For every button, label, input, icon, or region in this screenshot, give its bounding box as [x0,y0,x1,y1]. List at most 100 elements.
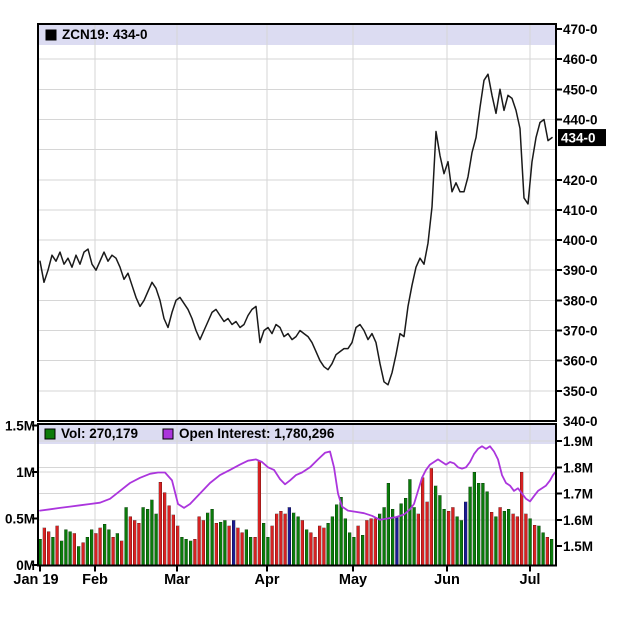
volume-bar [528,518,532,566]
last-price-tag-label: 434-0 [561,131,596,146]
volume-bar [214,522,219,566]
volume-bar [257,460,262,566]
volume-bar [141,507,145,566]
volume-bar [132,520,137,566]
volume-bar [64,529,68,566]
price-axis-label: 400-0 [563,233,598,248]
volume-bar [175,525,180,566]
volume-bar [287,507,292,566]
volume-bar [532,524,537,566]
volume-bar [240,532,244,566]
open-interest-legend-swatch [162,428,174,440]
volume-bar [360,534,365,566]
volume-bar [197,516,201,566]
price-axis-label: 360-0 [563,354,598,369]
volume-bar [373,518,378,566]
volume-bar [399,503,403,566]
volume-bar [111,536,115,566]
volume-bar [317,525,322,566]
volume-bar [145,508,150,566]
oi-axis-label: 1.6M [563,513,593,528]
volume-bar [494,516,498,566]
symbol-legend-label: ZCN19: 434-0 [62,27,148,42]
volume-bar [76,546,81,566]
volume-bar [489,511,494,566]
volume-bar [236,527,240,566]
x-axis-month-label: Mar [164,572,190,588]
volume-bar [416,513,421,566]
volume-bar [506,508,511,566]
x-axis-month-label: Jun [434,572,460,588]
volume-bar [429,468,434,566]
oi-axis-label: 1.7M [563,487,593,502]
volume-bar [55,525,59,566]
volume-bar [137,522,141,566]
open-interest-legend-label: Open Interest: 1,780,296 [179,426,335,441]
volume-bar [261,522,266,566]
volume-panel-border [37,423,557,567]
volume-bar [124,507,128,566]
price-axis-label: 410-0 [563,203,598,218]
oi-axis-label: 1.9M [563,434,593,449]
volume-bar [266,536,270,566]
x-axis-month-label: May [339,572,367,588]
volume-bar [511,513,515,566]
volume-bar [442,508,446,566]
volume-bar [158,481,163,566]
volume-bar [270,525,274,566]
volume-bar [377,513,382,566]
x-axis-month-label: Apr [255,572,280,588]
volume-bar [438,495,442,566]
volume-bar [154,513,158,566]
price-axis-label: 350-0 [563,384,598,399]
volume-bar [59,540,64,566]
volume-bar [102,523,107,566]
volume-bar [395,516,399,566]
volume-bar [223,520,227,566]
volume-bar [89,529,94,566]
price-axis-label: 470-0 [563,22,598,37]
volume-bar [188,540,193,566]
volume-bar [115,533,120,566]
volume-bar [85,536,90,566]
x-axis-month-label: Jul [520,572,541,588]
volume-bar [68,531,72,566]
volume-bar [326,522,330,566]
volume-bar [128,516,133,566]
volume-bar [425,501,429,566]
volume-bar [296,516,300,566]
volume-bar [476,482,481,566]
volume-bar [94,533,98,566]
volume-bar [193,538,197,566]
price-axis-label: 440-0 [563,112,598,127]
volume-bar [227,525,231,566]
volume-bar [304,529,309,566]
volume-bars [38,460,554,566]
price-panel-border [37,23,557,422]
volume-bar [549,538,554,566]
price-axis-label: 460-0 [563,52,598,67]
volume-legend-label: Vol: 270,179 [61,426,138,441]
volume-bar [81,542,85,566]
volume-bar [171,514,176,566]
volume-bar [313,536,317,566]
volume-bar [352,536,356,566]
volume-bar [330,516,335,566]
volume-bar [347,532,352,566]
volume-bar [205,512,210,566]
price-axis-label: 340-0 [563,414,598,429]
volume-bar [231,520,236,566]
volume-bar [322,527,326,566]
volume-bar [537,525,541,566]
volume-bar [253,536,257,566]
volume-bar [433,485,438,566]
volume-bar [356,525,360,566]
price-axis-label: 390-0 [563,263,598,278]
volume-bar [481,482,485,566]
volume-bar [446,510,451,566]
volume-bar [485,491,489,566]
x-axis-month-label: Feb [82,572,108,588]
price-line [39,73,553,386]
